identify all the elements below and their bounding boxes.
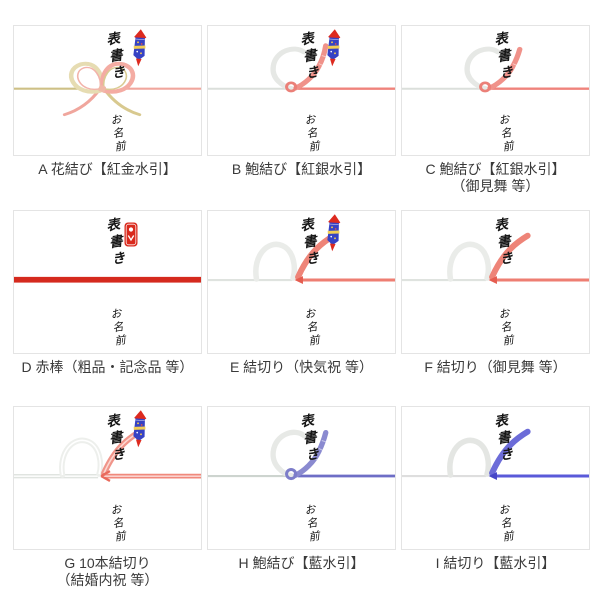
mizuhiki-awabi-knot-icon bbox=[208, 43, 395, 93]
red-bar-icon bbox=[14, 276, 201, 283]
noshi-ornament-icon bbox=[131, 28, 148, 67]
caption-e: E 結切り（快気祝 等） bbox=[207, 359, 396, 376]
row-3: 表書き お名前 G 10本結切り （結婚内祝 等） 表書き bbox=[13, 406, 590, 589]
caption-h: H 鮑結び【藍水引】 bbox=[207, 555, 396, 572]
caption-g-line1: G 10本結切り bbox=[64, 555, 151, 571]
noshi-ornament-icon bbox=[325, 213, 342, 252]
noshi-sample-g: 表書き お名前 G 10本結切り （結婚内祝 等） bbox=[13, 406, 202, 589]
mizuhiki-awabi-knot-icon bbox=[208, 429, 395, 481]
row-1: 表書き お名前 A 花結び【紅金水引】 表書き お名前 bbox=[13, 25, 590, 195]
noshi-sample-i: 表書き お名前 I 結切り【藍水引】 bbox=[401, 406, 590, 589]
caption-a: A 花結び【紅金水引】 bbox=[13, 161, 202, 178]
caption-i-line1: I 結切り【藍水引】 bbox=[435, 555, 556, 571]
noshi-sample-e: 表書き お名前 E 結切り（快気祝 等） bbox=[207, 210, 396, 376]
noshi-card-e: 表書き お名前 bbox=[207, 210, 396, 354]
noshi-card-d: 表書き お名前 bbox=[13, 210, 202, 354]
caption-i: I 結切り【藍水引】 bbox=[401, 555, 590, 572]
caption-d-line1: D 赤棒（粗品・記念品 等） bbox=[21, 359, 194, 375]
caption-c-line1: C 鮑結び【紅銀水引】 bbox=[425, 161, 566, 177]
noshi-card-a: 表書き お名前 bbox=[13, 25, 202, 156]
mizuhiki-musubikiri-knot-icon bbox=[402, 428, 589, 480]
caption-a-line1: A 花結び【紅金水引】 bbox=[38, 161, 177, 177]
noshi-sample-a: 表書き お名前 A 花結び【紅金水引】 bbox=[13, 25, 202, 195]
noshi-sample-c: 表書き お名前 C 鮑結び【紅銀水引】 （御見舞 等） bbox=[401, 25, 590, 195]
noshi-ornament-icon bbox=[325, 28, 342, 67]
caption-c-line2: （御見舞 等） bbox=[451, 178, 540, 194]
mizuhiki-flower-knot-icon bbox=[14, 61, 201, 117]
caption-c: C 鮑結び【紅銀水引】 （御見舞 等） bbox=[401, 161, 590, 195]
noshi-stamp-icon bbox=[124, 222, 138, 247]
mizuhiki-musubikiri-knot-icon bbox=[402, 232, 589, 284]
noshi-card-g: 表書き お名前 bbox=[13, 406, 202, 550]
noshi-sample-d: 表書き お名前 D 赤棒（粗品・記念品 等） bbox=[13, 210, 202, 376]
caption-d: D 赤棒（粗品・記念品 等） bbox=[13, 359, 202, 376]
row-2: 表書き お名前 D 赤棒（粗品・記念品 等） bbox=[13, 210, 590, 376]
noshi-sample-f: 表書き お名前 F 結切り（御見舞 等） bbox=[401, 210, 590, 376]
noshi-card-b: 表書き お名前 bbox=[207, 25, 396, 156]
mizuhiki-awabi-knot-icon bbox=[402, 46, 589, 93]
caption-g-line2: （結婚内祝 等） bbox=[56, 572, 159, 588]
caption-b-line1: B 鮑結び【紅銀水引】 bbox=[231, 161, 372, 177]
caption-f-line1: F 結切り（御見舞 等） bbox=[424, 359, 567, 375]
noshi-card-i: 表書き お名前 bbox=[401, 406, 590, 550]
noshi-card-c: 表書き お名前 bbox=[401, 25, 590, 156]
noshi-card-h: 表書き お名前 bbox=[207, 406, 396, 550]
noshi-card-f: 表書き お名前 bbox=[401, 210, 590, 354]
noshi-sample-h: 表書き お名前 H 鮑結び【藍水引】 bbox=[207, 406, 396, 589]
caption-f: F 結切り（御見舞 等） bbox=[401, 359, 590, 376]
noshi-sample-b: 表書き お名前 B 鮑結び【紅銀水引】 bbox=[207, 25, 396, 195]
caption-e-line1: E 結切り（快気祝 等） bbox=[229, 359, 374, 375]
caption-g: G 10本結切り （結婚内祝 等） bbox=[13, 555, 202, 589]
noshi-ornament-icon bbox=[131, 409, 148, 448]
caption-b: B 鮑結び【紅銀水引】 bbox=[207, 161, 396, 178]
caption-h-line1: H 鮑結び【藍水引】 bbox=[238, 555, 365, 571]
